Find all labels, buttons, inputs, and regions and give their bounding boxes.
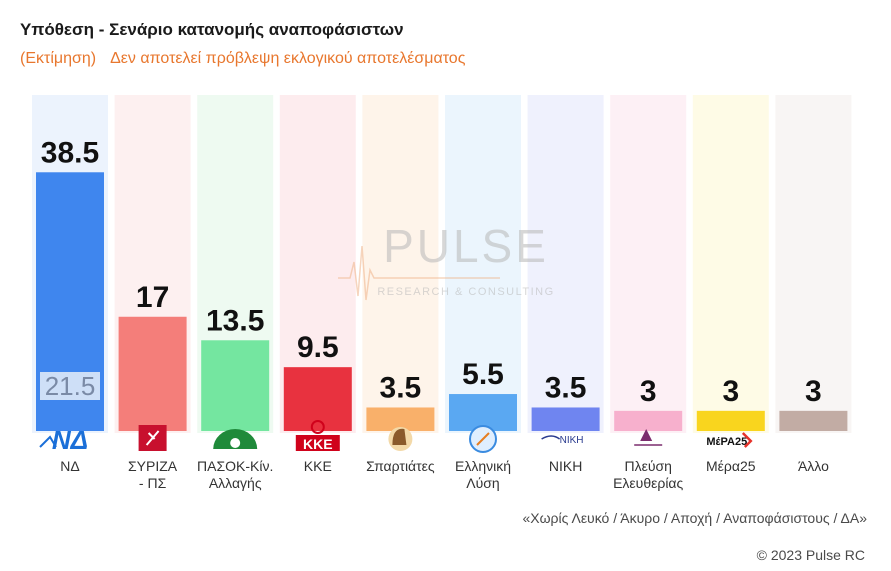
bar bbox=[118, 316, 187, 431]
value-label: 5.5 bbox=[462, 358, 504, 391]
bar bbox=[366, 407, 435, 431]
footnote: «Χωρίς Λευκό / Άκυρο / Αποχή / Αναποφάσι… bbox=[522, 510, 867, 526]
tick-label: ΝΔ bbox=[60, 458, 79, 474]
watermark-tagline: RESEARCH & CONSULTING bbox=[377, 286, 554, 298]
column-bg bbox=[527, 95, 604, 433]
bar bbox=[531, 407, 600, 431]
tick-label: Μέρα25 bbox=[706, 458, 756, 474]
column-bg bbox=[445, 95, 521, 433]
chart-title: Υπόθεση - Σενάριο κατανομής αναποφάσιστω… bbox=[20, 20, 404, 39]
tick-label-line: ΣΥΡΙΖΑ bbox=[128, 458, 178, 474]
value-label: 3 bbox=[805, 375, 822, 408]
tick-label: ΣΥΡΙΖΑ - ΠΣ bbox=[128, 458, 178, 491]
svg-text:ΝΔ: ΝΔ bbox=[52, 425, 88, 455]
tick-label-line: Ελευθερίας bbox=[613, 475, 683, 491]
svg-text:ΚΚΕ: ΚΚΕ bbox=[303, 436, 333, 452]
bar-chart: PULSE RESEARCH & CONSULTING 38.5 17 13.5 9.… bbox=[32, 95, 852, 491]
svg-text:ΝΙΚΗ: ΝΙΚΗ bbox=[560, 435, 584, 446]
bars bbox=[36, 172, 848, 431]
value-label: 9.5 bbox=[297, 331, 339, 364]
spartiates-logo bbox=[388, 427, 413, 451]
tick-label-line: ΝΙΚΗ bbox=[549, 458, 582, 474]
watermark-pulse-line bbox=[338, 245, 500, 301]
bar bbox=[779, 410, 848, 431]
category-tick-labels: ΝΔ ΣΥΡΙΖΑ - ΠΣ ΠΑΣΟΚ-Κίν. Αλλαγής ΚΚΕ Σπαρτιάτ… bbox=[60, 458, 829, 491]
value-label: 3 bbox=[722, 375, 739, 408]
column-bg bbox=[692, 95, 769, 433]
tick-label: Ελληνική Λύση bbox=[455, 458, 511, 491]
pasok-logo bbox=[213, 429, 258, 449]
copyright: © 2023 Pulse RC bbox=[756, 547, 865, 563]
tick-label-line: ΚΚΕ bbox=[304, 458, 332, 474]
tick-label-line: ΝΔ bbox=[60, 458, 79, 474]
tick-label: Άλλο bbox=[798, 458, 829, 474]
tick-label: ΠΑΣΟΚ-Κίν. Αλλαγής bbox=[197, 458, 273, 491]
nd-logo: ΝΔ bbox=[39, 425, 88, 455]
tick-label-line: ΠΑΣΟΚ-Κίν. bbox=[197, 458, 273, 474]
svg-text:ΜέΡΑ25: ΜέΡΑ25 bbox=[706, 436, 747, 448]
disclaimer-text: Δεν αποτελεί πρόβλεψη εκλογικού αποτελέσ… bbox=[110, 50, 466, 67]
tick-label-line: Λύση bbox=[466, 475, 499, 491]
pulse-watermark: PULSE RESEARCH & CONSULTING bbox=[338, 220, 554, 301]
estimate-label: (Εκτίμηση) bbox=[20, 50, 97, 67]
column-bg bbox=[362, 95, 439, 433]
value-label: 3.5 bbox=[380, 371, 422, 404]
tick-label-line: - ΠΣ bbox=[139, 475, 167, 491]
annotation-label: 21.5 bbox=[45, 371, 96, 401]
value-label: 38.5 bbox=[41, 136, 99, 169]
tick-label-line: Μέρα25 bbox=[706, 458, 756, 474]
value-label: 13.5 bbox=[206, 304, 264, 337]
bar bbox=[696, 410, 765, 431]
chart-subtitle: (Εκτίμηση) Δεν αποτελεί πρόβλεψη εκλογικο… bbox=[20, 50, 465, 68]
elliniki-lysi-logo bbox=[469, 425, 497, 453]
tick-label: Πλεύση Ελευθερίας bbox=[613, 458, 683, 491]
tick-label-line: Αλλαγής bbox=[209, 475, 262, 491]
value-label: 17 bbox=[136, 281, 169, 314]
bar bbox=[614, 410, 683, 431]
niki-logo: ΝΙΚΗ bbox=[541, 435, 584, 446]
kke-logo: ΚΚΕ bbox=[295, 420, 340, 452]
annotation: 21.5 bbox=[40, 371, 100, 401]
mera25-logo: ΜέΡΑ25 bbox=[706, 432, 753, 448]
column-bg bbox=[775, 95, 852, 433]
tick-label: Σπαρτιάτες bbox=[366, 458, 435, 474]
tick-label-line: Άλλο bbox=[798, 458, 829, 474]
tick-label: ΚΚΕ bbox=[304, 458, 332, 474]
value-labels: 38.5 17 13.5 9.5 3.5 5.5 3.5 3 3 3 21.5 bbox=[40, 136, 822, 408]
tick-label-line: Ελληνική bbox=[455, 458, 511, 474]
bar bbox=[449, 394, 517, 431]
tick-label-line: Σπαρτιάτες bbox=[366, 458, 435, 474]
column-bg bbox=[610, 95, 687, 433]
plefsi-logo bbox=[634, 429, 663, 446]
party-logos: ΝΔ ΚΚΕ ΝΙΚΗ ΜέΡΑ25 bbox=[39, 420, 753, 455]
tick-label-line: Πλεύση bbox=[624, 458, 671, 474]
value-label: 3 bbox=[640, 375, 657, 408]
syriza-logo bbox=[138, 425, 167, 451]
bar bbox=[201, 340, 270, 431]
value-label: 3.5 bbox=[545, 371, 587, 404]
tick-label: ΝΙΚΗ bbox=[549, 458, 582, 474]
watermark-brand: PULSE bbox=[383, 220, 549, 272]
